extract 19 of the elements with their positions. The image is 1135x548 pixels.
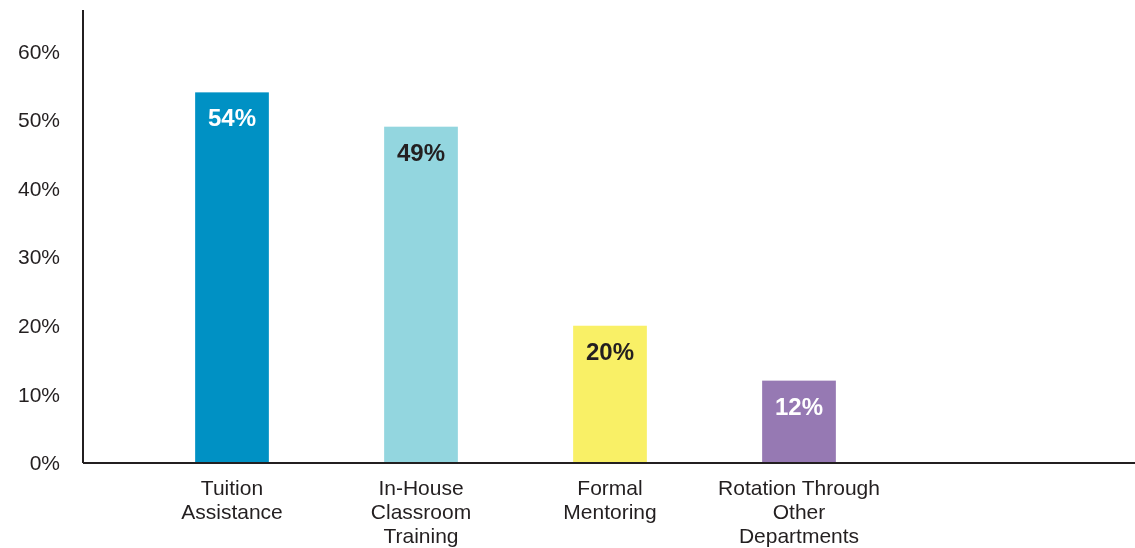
y-tick-label: 40% (17, 176, 60, 200)
x-tick-label: Rotation Through Other Departments (718, 476, 880, 547)
bar (195, 92, 269, 463)
y-tick-label: 60% (17, 39, 60, 63)
data-label: 49% (396, 138, 446, 166)
y-tick-label: 10% (17, 382, 60, 406)
bar (573, 325, 647, 463)
bar (762, 380, 836, 463)
y-tick-label: 30% (17, 245, 60, 269)
x-tick-label: Tuition Assistance (181, 476, 283, 523)
x-tick-label: Formal Mentoring (563, 476, 657, 523)
y-tick-label: 0% (29, 451, 60, 475)
bar (384, 126, 458, 463)
data-label: 54% (207, 104, 257, 132)
y-tick-label: 20% (17, 314, 60, 338)
data-label: 20% (585, 337, 635, 365)
x-tick-label: In-House Classroom Training (370, 476, 472, 547)
y-tick-label: 50% (17, 108, 60, 132)
data-label: 12% (774, 392, 824, 420)
